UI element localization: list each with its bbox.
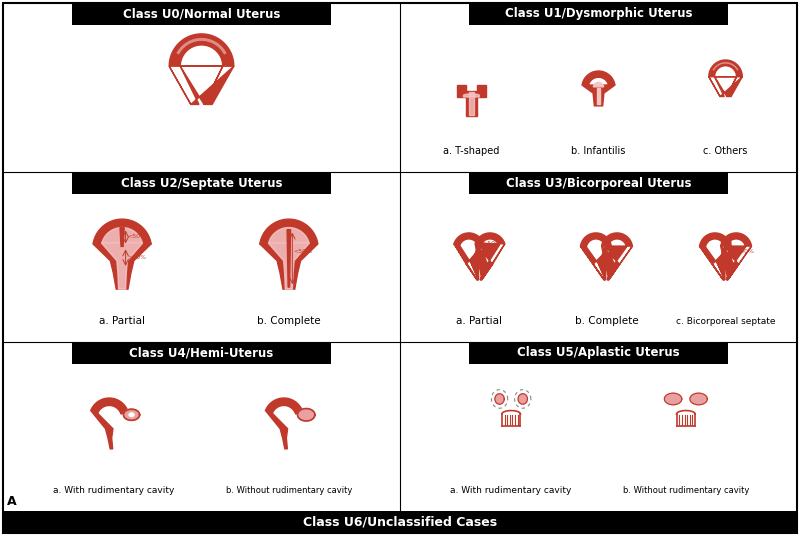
Polygon shape: [120, 228, 124, 247]
Text: <50%: <50%: [127, 234, 146, 240]
Text: a. Partial: a. Partial: [99, 316, 145, 326]
Polygon shape: [459, 92, 484, 95]
Polygon shape: [269, 228, 309, 289]
Text: >50%: >50%: [127, 255, 146, 260]
Text: A: A: [7, 495, 17, 508]
Polygon shape: [90, 398, 128, 449]
Text: Class U0/Normal Uterus: Class U0/Normal Uterus: [123, 8, 280, 20]
Text: a. With rudimentary cavity: a. With rudimentary cavity: [450, 486, 572, 495]
Text: b. Complete: b. Complete: [257, 316, 321, 326]
Text: b. Without rudimentary cavity: b. Without rudimentary cavity: [226, 486, 352, 495]
Text: a. With rudimentary cavity: a. With rudimentary cavity: [54, 486, 175, 495]
Polygon shape: [260, 219, 318, 289]
Text: b. Complete: b. Complete: [574, 316, 638, 326]
Polygon shape: [664, 393, 682, 405]
Polygon shape: [581, 233, 611, 280]
Text: a. Partial: a. Partial: [456, 316, 502, 326]
Text: c. Bicorporeal septate: c. Bicorporeal septate: [676, 317, 775, 326]
Polygon shape: [677, 414, 695, 426]
Bar: [470, 341, 727, 363]
Polygon shape: [463, 94, 479, 97]
Bar: [73, 3, 330, 25]
Polygon shape: [699, 233, 730, 280]
Polygon shape: [457, 85, 486, 116]
Bar: [73, 341, 330, 363]
Polygon shape: [266, 398, 302, 449]
Polygon shape: [582, 71, 615, 106]
Bar: [3, 511, 797, 533]
Polygon shape: [129, 413, 134, 416]
Polygon shape: [475, 233, 505, 280]
Polygon shape: [594, 83, 604, 87]
Polygon shape: [709, 60, 742, 96]
Text: Class U4/Hemi-Uterus: Class U4/Hemi-Uterus: [130, 346, 274, 359]
Polygon shape: [93, 219, 151, 289]
Polygon shape: [170, 34, 234, 105]
Polygon shape: [495, 394, 504, 404]
Polygon shape: [729, 241, 732, 261]
Polygon shape: [123, 409, 139, 420]
Polygon shape: [518, 394, 527, 404]
Polygon shape: [298, 408, 315, 421]
Text: c. Others: c. Others: [703, 146, 748, 157]
Polygon shape: [102, 228, 142, 289]
Polygon shape: [502, 414, 521, 426]
Polygon shape: [469, 92, 474, 115]
Bar: [470, 3, 727, 25]
Polygon shape: [454, 233, 484, 280]
Text: Class U1/Dysmorphic Uterus: Class U1/Dysmorphic Uterus: [505, 8, 692, 20]
Bar: [470, 173, 727, 195]
Text: b. Infantilis: b. Infantilis: [571, 146, 626, 157]
Bar: [73, 173, 330, 195]
Text: <50%: <50%: [294, 249, 313, 254]
Polygon shape: [721, 233, 751, 280]
Polygon shape: [287, 229, 290, 287]
Text: <50%: <50%: [736, 249, 755, 254]
Text: b. Without rudimentary cavity: b. Without rudimentary cavity: [622, 486, 749, 495]
Text: Class U5/Aplastic Uterus: Class U5/Aplastic Uterus: [517, 346, 680, 359]
Polygon shape: [602, 233, 633, 280]
Text: Class U2/Septate Uterus: Class U2/Septate Uterus: [121, 177, 282, 190]
Text: >50%: >50%: [482, 241, 502, 246]
Polygon shape: [597, 88, 600, 104]
Text: Class U6/Unclassified Cases: Class U6/Unclassified Cases: [303, 516, 497, 528]
Polygon shape: [690, 393, 707, 405]
Text: a. T-shaped: a. T-shaped: [443, 146, 500, 157]
Text: Class U3/Bicorporeal Uterus: Class U3/Bicorporeal Uterus: [506, 177, 691, 190]
